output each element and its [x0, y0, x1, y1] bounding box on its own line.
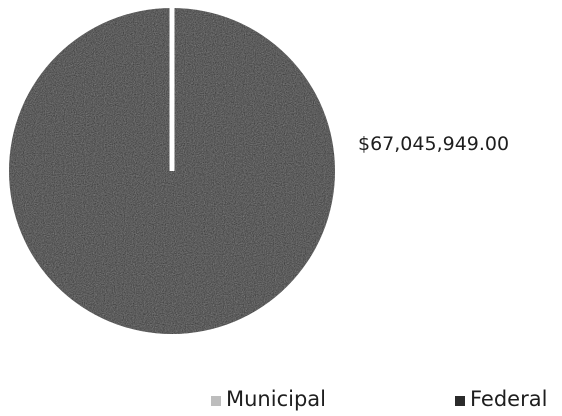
- legend-item-municipal: Municipal: [211, 387, 326, 411]
- data-label-federal: $67,045,949.00: [358, 133, 509, 155]
- legend-item-federal: Federal: [455, 387, 547, 411]
- pie-slices: [9, 6, 335, 334]
- legend-swatch-federal: [455, 396, 465, 406]
- legend-label-federal: Federal: [470, 387, 547, 411]
- legend-label-municipal: Municipal: [226, 387, 326, 411]
- legend-swatch-municipal: [211, 396, 221, 406]
- legend: Municipal Federal: [211, 387, 547, 411]
